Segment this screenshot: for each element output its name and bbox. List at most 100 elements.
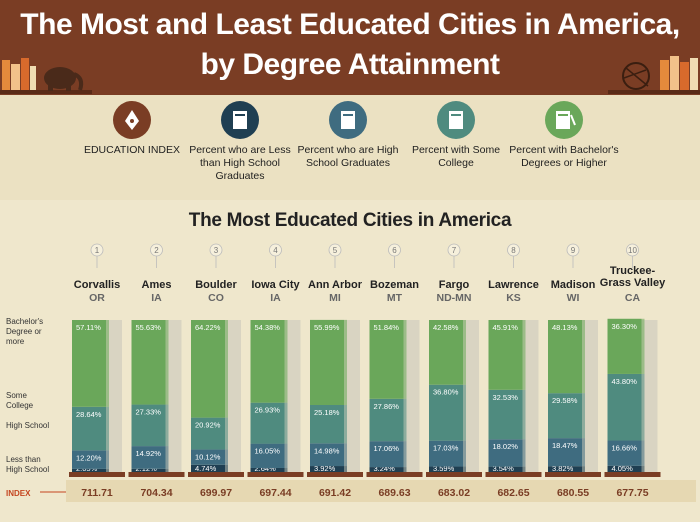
book-page-edge bbox=[344, 320, 360, 472]
pct-label: 20.92% bbox=[195, 421, 221, 430]
row-label-bachelors: Bachelor's Degree or more bbox=[6, 317, 43, 346]
bar-segment-some-college bbox=[131, 404, 166, 447]
bar-segment-bachelors bbox=[310, 319, 344, 405]
city-column: 10 Truckee-Grass Valley CA 4.05% 16.66% 43.80… bbox=[600, 243, 666, 499]
state-code: MI bbox=[329, 292, 341, 304]
shelf-base bbox=[128, 472, 185, 477]
bar-spine bbox=[106, 450, 109, 469]
legend-item-index: EDUCATION INDEX bbox=[72, 101, 192, 157]
pct-label: 14.92% bbox=[136, 449, 162, 458]
bar-segment-bachelors bbox=[131, 320, 166, 405]
rank-number: 7 bbox=[452, 246, 457, 255]
row-label-some-college: Some College bbox=[6, 391, 34, 410]
bar-spine bbox=[284, 443, 288, 468]
pct-label: 10.12% bbox=[195, 452, 221, 461]
index-value: 689.63 bbox=[378, 487, 410, 499]
row-label-index: INDEX bbox=[6, 489, 31, 498]
state-code: WI bbox=[567, 292, 580, 304]
bar-segment-less-than-hs bbox=[488, 466, 523, 472]
pct-label: 32.53% bbox=[493, 393, 519, 402]
city-name: Madison bbox=[551, 279, 596, 291]
bar-segment-less-than-hs bbox=[369, 467, 404, 472]
bar-spine bbox=[641, 440, 645, 466]
pct-label: 14.98% bbox=[314, 446, 340, 455]
shelf-base bbox=[485, 472, 542, 477]
bar-spine bbox=[641, 465, 645, 472]
bar-spine bbox=[522, 320, 526, 390]
bar-spine bbox=[284, 402, 288, 444]
pct-label: 55.63% bbox=[136, 323, 162, 332]
bar-spine bbox=[582, 466, 585, 472]
pct-label: 3.82% bbox=[552, 464, 574, 473]
bar-segment-less-than-hs bbox=[250, 467, 285, 472]
pct-label: 29.58% bbox=[552, 396, 578, 405]
pct-label: 27.86% bbox=[374, 402, 400, 411]
rank-number: 1 bbox=[95, 246, 100, 255]
title-line-1: The Most and Least Educated Cities in Am… bbox=[20, 8, 680, 41]
bar-spine bbox=[284, 320, 288, 403]
bar-spine bbox=[582, 393, 585, 439]
bar-spine bbox=[403, 467, 407, 472]
bar-segment-some-college bbox=[72, 406, 106, 451]
bar-spine bbox=[522, 389, 526, 440]
pct-label: 36.80% bbox=[433, 388, 459, 397]
legend-label: Percent who are Less than High School Gr… bbox=[189, 144, 291, 182]
book-page-edge bbox=[522, 320, 539, 472]
bar-spine bbox=[641, 318, 645, 374]
pct-label: 17.03% bbox=[433, 444, 459, 453]
city-column: 1CorvallisOR2.05%12.20%28.64%57.11%711.7… bbox=[69, 243, 125, 499]
bar-segment-less-than-hs bbox=[310, 466, 344, 472]
book-icon bbox=[437, 101, 475, 139]
pct-label: 3.24% bbox=[374, 464, 396, 473]
pct-label: 45.91% bbox=[493, 323, 519, 332]
bar-spine bbox=[284, 467, 288, 472]
pct-label: 17.06% bbox=[374, 444, 400, 453]
bar-spine bbox=[463, 440, 466, 467]
pct-label: 4.74% bbox=[195, 464, 217, 473]
state-code: CO bbox=[208, 292, 224, 304]
bar-spine bbox=[522, 439, 526, 467]
bar-spine bbox=[165, 446, 169, 469]
books-globe-illustration bbox=[608, 56, 700, 94]
bar-spine bbox=[165, 468, 169, 472]
bar-spine bbox=[403, 320, 407, 399]
book-page-edge bbox=[641, 320, 658, 472]
pct-label: 57.11% bbox=[76, 323, 101, 332]
pct-label: 51.84% bbox=[374, 323, 400, 332]
legend-label: Percent who are High School Graduates bbox=[297, 144, 399, 169]
city-columns: 1CorvallisOR2.05%12.20%28.64%57.11%711.7… bbox=[69, 243, 666, 499]
pct-label: 27.33% bbox=[136, 408, 162, 417]
pct-label: 2.64% bbox=[255, 464, 277, 473]
shelf-base bbox=[426, 472, 482, 477]
bar-spine bbox=[522, 466, 526, 472]
index-value: 699.97 bbox=[200, 487, 232, 499]
book-page-edge bbox=[582, 320, 598, 472]
city-name: Iowa City bbox=[251, 279, 300, 291]
bar-segment-some-college bbox=[310, 404, 344, 444]
pct-label: 26.93% bbox=[255, 406, 281, 415]
legend-item-bachelors: Percent with Bachelor's Degrees or Highe… bbox=[504, 101, 624, 170]
city-name: Ames bbox=[142, 279, 172, 291]
bar-segment-bachelors bbox=[607, 318, 642, 374]
bar-spine bbox=[463, 320, 466, 385]
pen-nib-icon bbox=[113, 101, 151, 139]
bar-spine bbox=[582, 320, 585, 394]
pct-label: 18.47% bbox=[552, 441, 578, 450]
pct-label: 54.38% bbox=[255, 323, 281, 332]
header-banner: The Most and Least Educated Cities in Am… bbox=[0, 0, 700, 95]
rank-number: 2 bbox=[154, 246, 159, 255]
diploma-book-icon bbox=[545, 101, 583, 139]
state-code: MT bbox=[387, 292, 403, 304]
bar-segment-bachelors bbox=[191, 320, 225, 418]
city-name: Boulder bbox=[195, 279, 237, 291]
index-value: 704.34 bbox=[140, 487, 172, 499]
state-code: KS bbox=[506, 292, 521, 304]
city-name: Corvallis bbox=[74, 279, 120, 291]
bar-segment-bachelors bbox=[488, 320, 523, 390]
city-name: Truckee-Grass Valley bbox=[600, 265, 666, 289]
city-name: Ann Arbor bbox=[308, 279, 363, 291]
bar-spine bbox=[463, 384, 466, 441]
